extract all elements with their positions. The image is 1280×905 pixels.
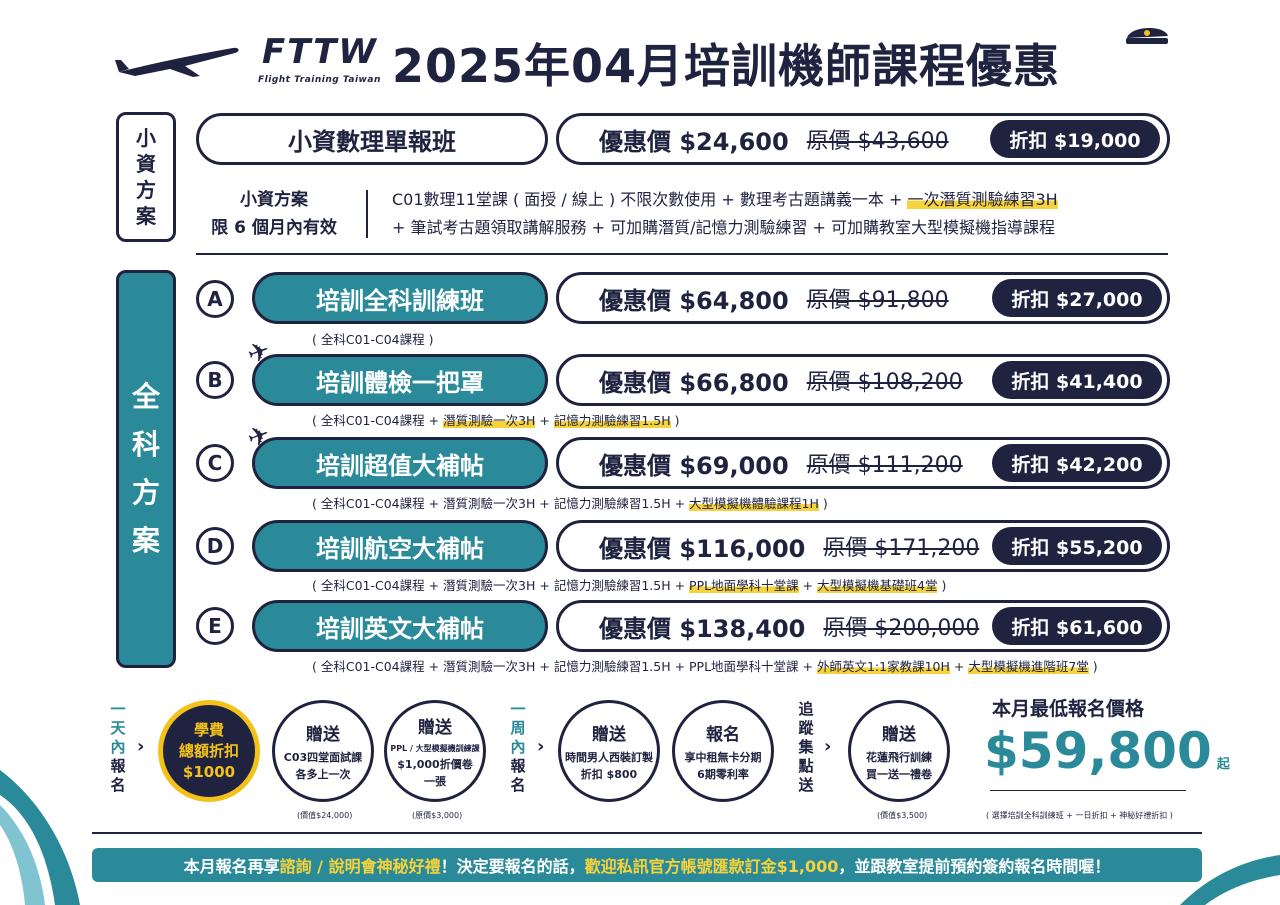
airplane-logo-icon [115,47,239,77]
bottom-divider [92,832,1202,834]
course-name: 培訓體檢一把罩 [252,354,548,406]
course-original-price: 原價 $108,200 [806,370,963,395]
chevron-right-icon: › [824,736,832,757]
course-discount: 折扣 $41,400 [992,361,1162,399]
course-price: 優惠價 $138,400 [599,614,806,643]
lowest-price-underline [990,790,1186,791]
corner-swoosh-right [1180,855,1280,905]
promo-tuition-discount: 學費 總額折扣 $1000 [158,700,260,802]
course-original-price: 原價 $91,800 [806,288,949,313]
course-letter: B [196,361,234,399]
page-title: 2025年04月培訓機師課程優惠 [392,39,1061,93]
promo-interview-class: 贈送 C03四堂面試課 各多上一次 [272,700,374,802]
promo-hualien-flight: 贈送 花蓮飛行訓練 買一送一禮卷 [848,700,950,802]
course-letter: D [196,527,234,565]
promo-installment: 報名 享中租無卡分期 6期零利率 [672,700,774,802]
promo-group-label-week: 一周內報名 [510,700,526,794]
small-plan-description: C01數理11堂課 ( 面授 / 線上 ) 不限次數使用 + 數理考古題講義一本… [392,190,1058,237]
small-plan-discount: 折扣 $19,000 [990,120,1160,158]
course-discount: 折扣 $27,000 [992,279,1162,317]
promo-note: (原價$3,000) [412,811,463,820]
pilot-cap-icon [1126,27,1168,44]
promo-note: (價值$3,500) [877,811,928,820]
course-discount: 折扣 $42,200 [992,444,1162,482]
full-plan-side-label: 全科方案 [116,270,176,668]
course-name: 培訓超值大補帖 [252,437,548,489]
course-original-price: 原價 $111,200 [806,453,963,478]
section-divider [196,253,1168,255]
promo-note: (價值$24,000) [297,811,353,820]
chevron-right-icon: › [537,736,545,757]
chevron-right-icon: › [137,736,145,757]
course-price: 優惠價 $69,000 [599,451,789,480]
promo-group-label-points: 追蹤集點送 [798,700,814,794]
small-plan-info: 小資方案 限 6 個月內有效 [211,190,337,238]
course-discount: 折扣 $55,200 [992,527,1162,565]
course-name: 培訓航空大補帖 [252,520,548,572]
small-plan-price: 優惠價 $24,600 [599,127,789,156]
course-price: 優惠價 $66,800 [599,368,789,397]
course-original-price: 原價 $171,200 [823,536,980,561]
lowest-price-note: ( 選擇培訓全科訓練班 + 一日折扣 + 神秘好禮折扣 ) [986,811,1173,820]
promo-group-label-day: 一天內報名 [110,700,126,794]
small-plan-original-price: 原價 $43,600 [806,129,949,154]
course-original-price: 原價 $200,000 [823,616,980,641]
small-plan-name: 小資數理單報班 [196,113,548,165]
brand-logo-subtitle: Flight Training Taiwan [258,75,381,85]
course-letter: E [196,607,234,645]
course-description: ( 全科C01-C04課程 + 潛質測驗一次3H + 記憶力測驗練習1.5H ) [312,413,680,428]
course-description: ( 全科C01-C04課程 + 潛質測驗一次3H + 記憶力測驗練習1.5H +… [312,578,947,593]
course-discount: 折扣 $61,600 [992,607,1162,645]
course-description: ( 全科C01-C04課程 + 潛質測驗一次3H + 記憶力測驗練習1.5H +… [312,496,828,511]
promo-suit: 贈送 時間男人西裝訂製 折扣 $800 [558,700,660,802]
course-price: 優惠價 $116,000 [599,534,806,563]
lowest-price: $59,800 起 [984,722,1230,780]
course-price: 優惠價 $64,800 [599,286,789,315]
small-plan-side-label: 小資方案 [116,112,176,242]
brand-logo: FTTW [262,32,378,72]
course-name: 培訓全科訓練班 [252,272,548,324]
promo-voucher: 贈送 PPL / 大型模擬機訓練課 $1,000折價卷 一張 [384,700,486,802]
small-plan-divider [366,190,368,238]
bottom-banner: 本月報名再享 諮詢 / 說明會神秘好禮 ！決定要報名的話， 歡迎私訊官方帳號匯款訂金… [92,848,1202,882]
lowest-price-title: 本月最低報名價格 [992,698,1145,720]
course-letter: A [196,280,234,318]
course-letter: C [196,444,234,482]
course-description: ( 全科C01-C04課程 + 潛質測驗一次3H + 記憶力測驗練習1.5H +… [312,659,1098,674]
corner-swoosh-left [0,770,80,905]
course-description: ( 全科C01-C04課程 ) [312,332,434,347]
course-name: 培訓英文大補帖 [252,600,548,652]
